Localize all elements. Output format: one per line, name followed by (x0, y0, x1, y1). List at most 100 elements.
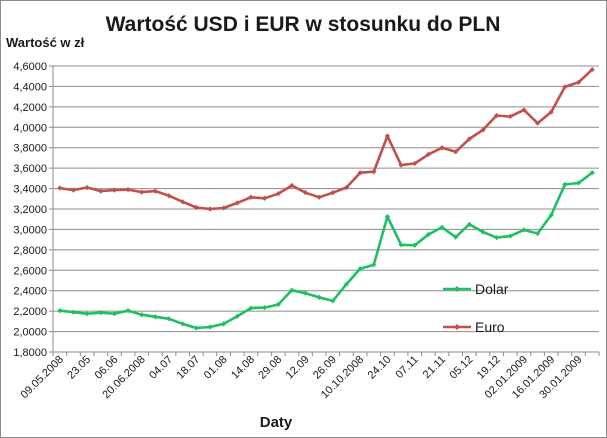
data-point-dolar (589, 170, 595, 176)
data-point-dolar (562, 181, 568, 188)
legend-marker-dolar (454, 286, 460, 292)
x-tick-label: 05.12 (447, 354, 475, 382)
series-euro (57, 66, 595, 212)
data-point-dolar (521, 227, 527, 233)
x-tick-label: 29.08 (256, 354, 284, 382)
x-tick-label: 18.07 (174, 354, 202, 382)
data-point-euro (180, 199, 186, 205)
data-point-dolar (343, 281, 350, 287)
data-point-dolar (180, 321, 186, 327)
y-tick-label: 3,6000 (13, 163, 47, 175)
data-point-dolar (357, 266, 363, 272)
data-point-euro (207, 206, 213, 212)
y-tick-label: 3,2000 (13, 204, 47, 216)
x-axis-label: Daty (260, 414, 293, 431)
data-point-euro (166, 193, 172, 199)
data-point-euro (343, 184, 350, 191)
data-point-euro (425, 151, 431, 157)
y-tick-label: 1,8000 (13, 347, 47, 359)
x-tick-label: 09.05.2008 (19, 354, 66, 401)
y-tick-label: 3,4000 (13, 184, 47, 196)
data-point-dolar (412, 242, 418, 248)
data-point-euro (111, 187, 118, 193)
data-point-euro (494, 112, 500, 119)
y-tick-label: 4,0000 (13, 122, 47, 134)
data-point-euro (521, 107, 527, 113)
data-point-dolar (466, 221, 472, 227)
data-point-dolar (480, 229, 486, 235)
data-point-dolar (507, 233, 513, 239)
data-point-dolar (248, 305, 254, 311)
data-point-euro (70, 187, 77, 193)
data-point-euro (589, 66, 595, 73)
data-point-dolar (534, 230, 541, 237)
data-point-dolar (57, 308, 63, 314)
data-point-dolar (166, 316, 172, 322)
x-tick-label: 01.08 (202, 354, 230, 382)
data-point-euro (261, 195, 268, 201)
data-point-euro (302, 190, 309, 196)
axes: 1,8000 2,0000 2,2000 2,4000 2,6000 2,8000 3,00… (13, 61, 600, 401)
data-point-euro (84, 184, 90, 191)
series-lines (57, 66, 595, 331)
data-point-euro (248, 194, 254, 200)
series-line-euro (59, 68, 594, 211)
series-dolar (57, 170, 595, 331)
x-tick-label: 07.11 (393, 354, 420, 381)
data-point-dolar (193, 325, 199, 331)
legend: Dolar Euro (443, 281, 509, 335)
legend-item-euro: Euro (443, 319, 505, 335)
y-tick-label: 2,0000 (13, 327, 47, 339)
y-tick-label: 3,0000 (13, 224, 47, 236)
data-point-euro (289, 182, 295, 189)
data-point-dolar (289, 287, 295, 293)
data-point-dolar (371, 262, 377, 268)
gridlines (53, 65, 599, 353)
data-point-dolar (152, 314, 158, 320)
x-tick-label: 21.11 (421, 354, 448, 381)
data-point-euro (575, 79, 582, 85)
data-point-euro (398, 162, 404, 168)
data-point-euro (139, 189, 145, 195)
data-point-dolar (70, 309, 77, 315)
data-point-dolar (275, 301, 281, 308)
legend-label-euro: Euro (475, 319, 505, 335)
data-point-euro (221, 205, 227, 211)
data-point-euro (357, 170, 363, 176)
data-point-dolar (234, 313, 240, 319)
data-point-euro (152, 188, 158, 194)
data-point-euro (507, 113, 513, 120)
data-point-euro (316, 194, 322, 200)
data-point-dolar (139, 312, 145, 318)
data-point-euro (562, 84, 568, 90)
y-tick-label: 3,8000 (13, 143, 47, 155)
data-point-dolar (384, 214, 391, 220)
data-point-euro (412, 160, 418, 167)
legend-item-dolar: Dolar (443, 281, 509, 297)
x-tick-label: 04.07 (147, 354, 175, 382)
data-point-dolar (221, 321, 227, 327)
data-point-dolar (398, 242, 404, 248)
data-point-dolar (261, 304, 268, 311)
data-point-euro (480, 127, 486, 133)
data-point-euro (466, 136, 472, 142)
data-point-dolar (98, 310, 104, 316)
y-tick-label: 2,2000 (13, 306, 47, 318)
y-axis-label: Wartość w zł (6, 35, 85, 50)
data-point-dolar (330, 298, 336, 304)
data-point-euro (125, 186, 131, 193)
data-point-euro (98, 188, 104, 194)
data-point-dolar (302, 290, 309, 296)
data-point-dolar (111, 311, 118, 317)
y-tick-label: 4,6000 (13, 61, 47, 73)
legend-marker-euro (454, 324, 460, 330)
x-tick-label: 24.10 (366, 354, 394, 382)
y-tick-label: 2,6000 (13, 265, 47, 277)
y-tick-label: 2,4000 (13, 286, 47, 298)
data-point-euro (453, 149, 459, 155)
data-point-dolar (425, 231, 431, 238)
data-point-dolar (453, 234, 459, 240)
data-point-euro (330, 190, 336, 196)
